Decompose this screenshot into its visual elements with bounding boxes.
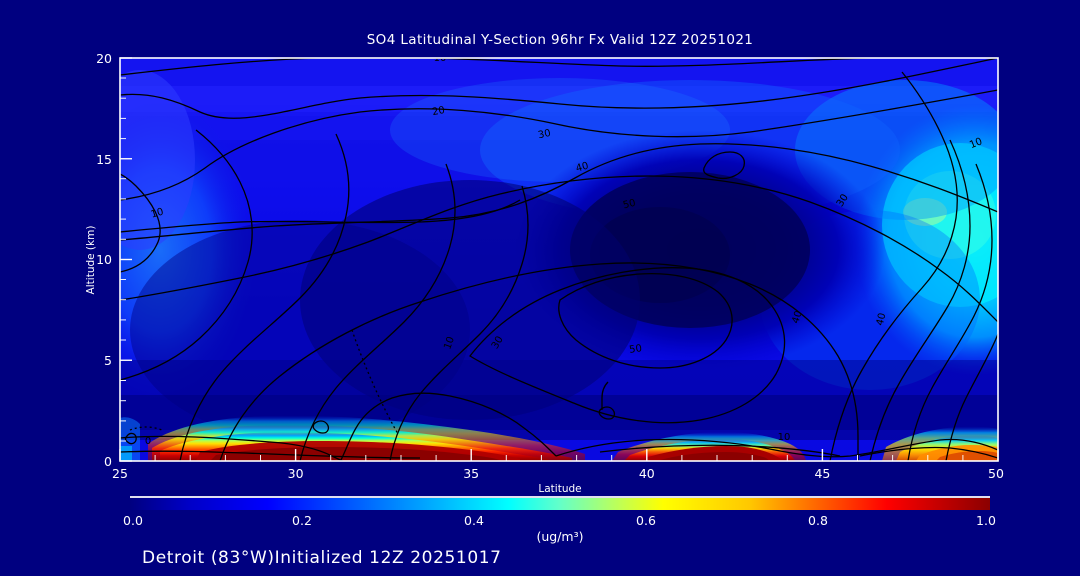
svg-text:30: 30 bbox=[537, 128, 552, 141]
svg-text:10: 10 bbox=[968, 136, 984, 151]
colorbar-tick-label-1: 0.2 bbox=[292, 513, 312, 528]
svg-text:10: 10 bbox=[434, 53, 447, 64]
x-tick-label-30: 30 bbox=[288, 466, 304, 481]
contour-labels: 10 10 20 30 40 50 50 30 40 40 30 10 10 1… bbox=[145, 53, 984, 447]
x-axis-label: Latitude bbox=[538, 483, 581, 495]
svg-text:10: 10 bbox=[150, 207, 165, 221]
colorbar-tick-label-4: 0.8 bbox=[808, 513, 828, 528]
isotach-contours bbox=[120, 58, 998, 461]
colorbar-units-label: (ug/m³) bbox=[536, 529, 583, 544]
x-tick-label-45: 45 bbox=[814, 466, 830, 481]
svg-text:40: 40 bbox=[875, 312, 889, 327]
colorbar: 0.0 0.2 0.4 0.6 0.8 1.0 (ug/m³) bbox=[123, 496, 996, 544]
svg-text:40: 40 bbox=[790, 309, 804, 325]
y-tick-label-20: 20 bbox=[96, 51, 112, 66]
colorbar-gradient bbox=[130, 498, 990, 510]
svg-text:10: 10 bbox=[442, 335, 457, 351]
y-tick-label-0: 0 bbox=[104, 454, 112, 469]
x-tick-label-25: 25 bbox=[112, 466, 128, 481]
svg-text:0: 0 bbox=[145, 436, 151, 447]
colorbar-tick-label-3: 0.6 bbox=[636, 513, 656, 528]
colorbar-tick-label-5: 1.0 bbox=[976, 513, 996, 528]
page-title: SO4 Latitudinal Y-Section 96hr Fx Valid … bbox=[367, 32, 754, 48]
y-tick-label-5: 5 bbox=[104, 353, 112, 368]
y-tick-label-10: 10 bbox=[96, 252, 112, 267]
colorbar-tick-label-0: 0.0 bbox=[123, 513, 143, 528]
svg-text:20: 20 bbox=[431, 105, 445, 118]
svg-text:40: 40 bbox=[575, 161, 590, 175]
y-tick-label-15: 15 bbox=[96, 152, 112, 167]
x-tick-label-50: 50 bbox=[988, 466, 1004, 481]
y-axis-label: Altitude (km) bbox=[85, 226, 97, 295]
figure-caption: Detroit (83°W)Initialized 12Z 20251017 bbox=[142, 548, 502, 568]
svg-text:50: 50 bbox=[629, 343, 643, 356]
y-axis: 0 5 10 15 20 Altitude (km) bbox=[85, 51, 132, 469]
svg-text:10: 10 bbox=[778, 432, 791, 443]
contour-plot-field: 10 10 20 30 40 50 50 30 40 40 30 10 10 1… bbox=[120, 53, 998, 461]
x-tick-label-40: 40 bbox=[639, 466, 655, 481]
x-axis: 25 30 35 40 45 50 Latitude bbox=[112, 449, 1004, 495]
x-tick-label-35: 35 bbox=[463, 466, 479, 481]
svg-text:50: 50 bbox=[622, 198, 637, 212]
colorbar-ticks: 0.0 0.2 0.4 0.6 0.8 1.0 bbox=[123, 513, 996, 528]
colorbar-tick-label-2: 0.4 bbox=[464, 513, 484, 528]
